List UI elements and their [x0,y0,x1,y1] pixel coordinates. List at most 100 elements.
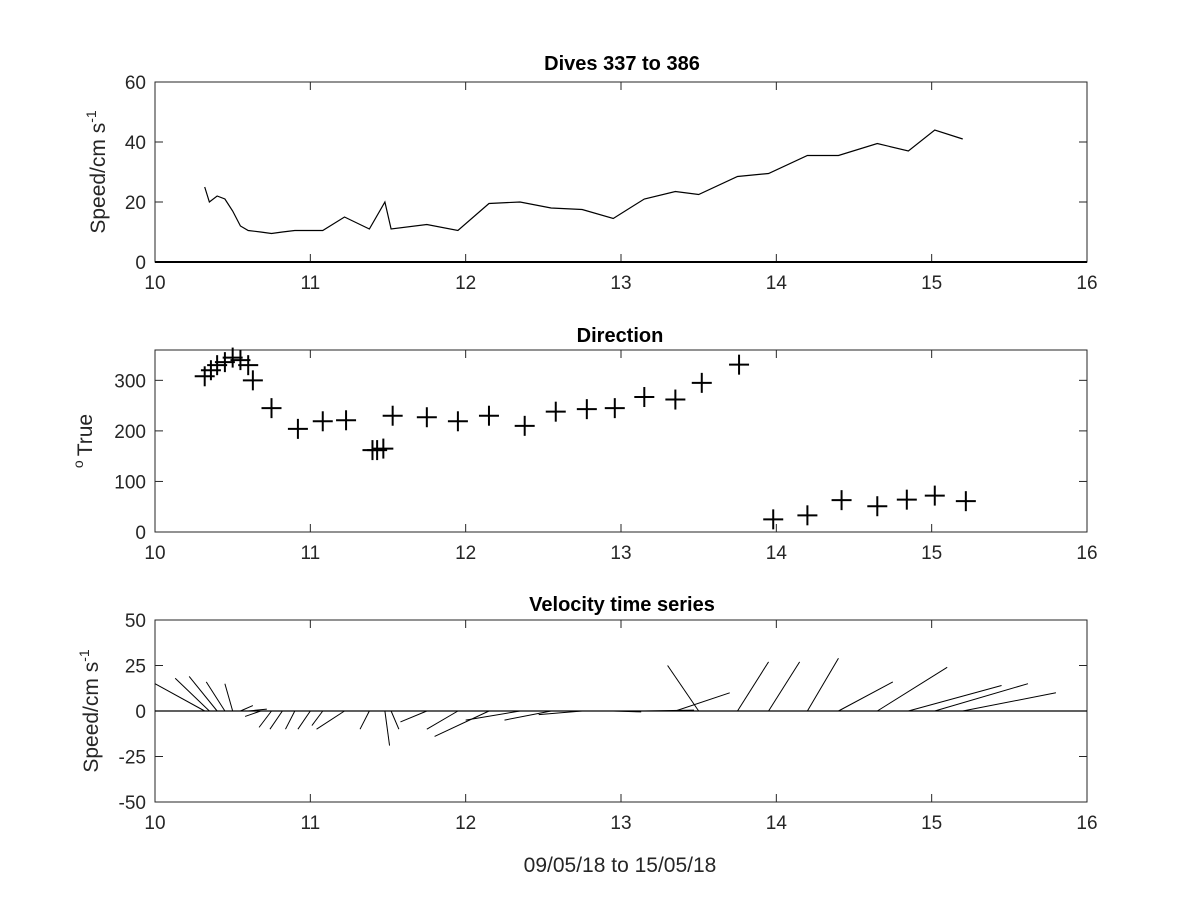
speed-panel-x-tick-label: 14 [766,273,788,294]
velocity-panel-velocity-stick [806,657,839,712]
direction-panel-y-ticks: 0 100 200 300 [114,371,1087,544]
direction-panel-plus-marker [867,496,888,517]
direction-panel-x-ticks: 10 11 12 13 14 15 16 [144,350,1098,564]
direction-panel-x-tick-label: 11 [300,543,320,564]
direction-panel-x-tick-label: 12 [455,543,476,564]
direction-panel-y-label-main: True [74,414,97,456]
direction-panel-plus-marker [312,411,333,432]
velocity-panel-velocity-stick [224,683,234,712]
velocity-panel-x-ticks: 10 11 12 13 14 15 16 [144,620,1098,834]
velocity-panel-velocity-stick [675,692,730,712]
speed-panel-x-ticks: 10 11 12 13 14 15 16 [144,82,1098,294]
direction-panel-plus-marker [763,509,784,530]
direction-panel-plus-marker [447,411,468,432]
velocity-panel-velocity-stick [240,705,254,712]
velocity-panel-velocity-stick [154,683,205,712]
velocity-panel-velocity-stick [962,692,1057,712]
velocity-panel-velocity-stick [426,710,459,730]
velocity-panel-velocity-stick [188,676,218,712]
direction-panel-plus-marker [242,370,263,391]
velocity-panel-velocity-stick [269,710,283,730]
direction-panel-plus-marker [797,505,818,526]
velocity-panel-velocity-stick [285,710,296,730]
direction-panel-plus-marker [924,485,945,506]
speed-panel-y-tick-label: 0 [135,253,146,274]
direction-panel-x-tick-label: 16 [1076,543,1097,564]
direction-panel-plus-marker [665,389,686,410]
velocity-panel-title: Velocity time series [529,594,715,616]
velocity-panel-velocity-stick [737,661,769,712]
velocity-panel-velocity-stick [877,666,948,712]
velocity-panel-x-tick-label: 16 [1076,813,1097,834]
velocity-panel-velocity-stick [244,710,261,717]
velocity-panel-velocity-stick [384,710,391,746]
velocity-panel-x-tick-label: 12 [455,813,476,834]
velocity-panel-velocity-stick [400,710,428,723]
speed-panel-x-tick-label: 11 [300,273,320,294]
direction-panel-y-tick-label: 100 [114,472,146,493]
direction-panel-y-tick-label: 300 [114,371,146,392]
direction-panel-plus-marker [514,415,535,436]
velocity-panel-y-tick-label: 0 [135,702,146,723]
velocity-panel-data [154,657,1087,746]
speed-panel-x-tick-label: 10 [144,273,165,294]
velocity-panel-velocity-stick [297,710,311,730]
direction-panel-plus-marker [896,489,917,510]
direction-panel-plus-marker [382,405,403,426]
direction-panel: Direction 10 11 12 13 14 15 16 0 100 200 300 o Tru… [70,325,1098,564]
direction-panel-plus-marker [222,347,243,368]
velocity-panel-y-tick-label: -50 [119,793,146,814]
speed-panel-x-tick-label: 15 [921,273,942,294]
velocity-panel-velocity-stick [205,681,226,712]
velocity-panel-y-label-sup: -1 [76,649,92,662]
velocity-panel-y-tick-label: -25 [119,748,146,769]
direction-panel-y-label: o True [70,414,97,468]
direction-panel-plus-marker [576,399,597,420]
velocity-panel-x-tick-label: 15 [921,813,942,834]
velocity-panel-y-tick-label: 25 [125,657,146,678]
direction-panel-plus-marker [238,355,259,376]
direction-panel-data [194,347,976,530]
velocity-panel-y-label: Speed/cm s-1 [76,649,103,773]
speed-panel-x-tick-label: 12 [455,273,476,294]
direction-panel-title: Direction [577,325,664,347]
direction-panel-plus-marker [214,352,235,373]
velocity-panel-velocity-stick [390,710,400,730]
speed-panel-y-tick-label: 60 [125,73,146,94]
velocity-panel-velocity-stick [174,677,210,712]
direction-panel-plus-marker [729,354,750,375]
direction-panel-plus-marker [287,418,308,439]
velocity-panel-velocity-stick [504,710,552,721]
direction-panel-y-label-sup: o [70,460,86,468]
velocity-panel: Velocity time series 10 11 12 13 14 15 16 -50-… [76,594,1098,877]
velocity-panel-velocity-stick [316,710,345,730]
direction-panel-plus-marker [336,410,357,431]
velocity-panel-x-label: 09/05/18 to 15/05/18 [524,854,717,877]
speed-panel-y-label-main: Speed/cm s [87,123,110,234]
velocity-panel-velocity-stick [613,710,642,713]
velocity-panel-y-label-main: Speed/cm s [80,662,103,773]
direction-panel-x-tick-label: 14 [766,543,788,564]
direction-panel-y-tick-label: 0 [135,523,146,544]
direction-panel-plus-marker [691,372,712,393]
direction-panel-x-tick-label: 15 [921,543,942,564]
direction-panel-plus-marker [416,407,437,428]
speed-panel-y-label-sup: -1 [83,110,99,123]
speed-panel-x-tick-label: 16 [1076,273,1097,294]
speed-panel-y-label: Speed/cm s-1 [83,110,110,234]
direction-panel-plus-marker [955,491,976,512]
direction-panel-plus-marker [207,355,228,376]
velocity-panel-velocity-stick [248,708,267,712]
velocity-panel-velocity-stick [768,661,801,712]
velocity-panel-velocity-stick [838,681,894,712]
velocity-panel-y-tick-label: 50 [125,611,146,632]
velocity-panel-velocity-stick [465,710,521,721]
velocity-panel-x-tick-label: 14 [766,813,788,834]
velocity-panel-velocity-stick [434,710,490,737]
direction-panel-x-tick-label: 10 [144,543,165,564]
direction-panel-plus-marker [545,401,566,422]
direction-panel-plus-marker [478,405,499,426]
speed-panel: Dives 337 to 386 10 11 12 13 14 15 16 0204060 … [83,53,1098,294]
